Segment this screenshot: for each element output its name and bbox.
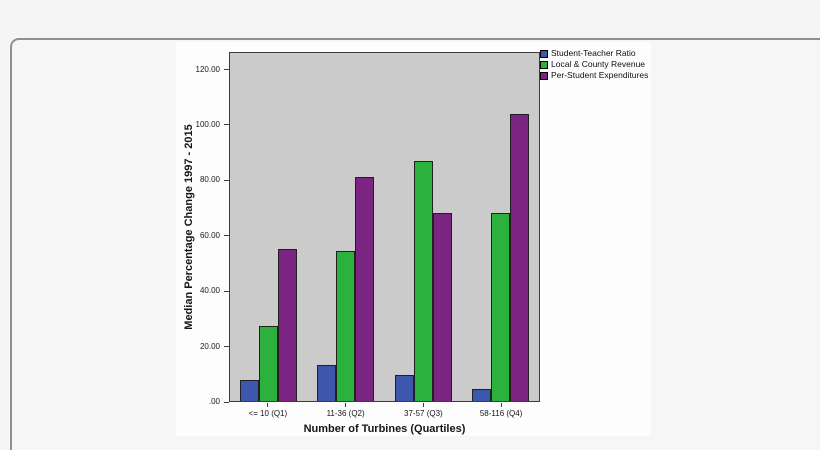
y-tick-label: 60.00 — [199, 230, 220, 240]
legend-swatch — [540, 60, 548, 69]
plot-area — [229, 52, 540, 402]
x-tick-cell — [307, 403, 385, 407]
bar-local-county-revenue — [413, 161, 433, 401]
x-tick-label: <= 10 (Q1) — [248, 409, 288, 418]
bar-student-teacher-ratio — [394, 375, 414, 401]
bar-group — [385, 53, 462, 401]
bar-per-student-expenditures — [509, 114, 529, 401]
bar-student-teacher-ratio — [471, 389, 491, 401]
x-tick-cell — [462, 403, 540, 407]
bar-group — [462, 53, 539, 401]
x-tick-mark — [267, 403, 269, 407]
x-tick-mark — [345, 403, 347, 407]
bar-local-county-revenue — [259, 326, 279, 401]
y-tick-mark — [224, 69, 229, 70]
x-tick-mark — [422, 403, 424, 407]
bar-per-student-expenditures — [355, 177, 375, 401]
legend-swatch — [540, 49, 548, 58]
y-tick-mark — [224, 346, 229, 348]
y-tick-label: 120.00 — [195, 64, 220, 74]
x-tick-label: 37-57 (Q3) — [404, 409, 443, 418]
legend-swatch — [540, 71, 548, 80]
bar-student-teacher-ratio — [240, 380, 260, 401]
legend-label: Student-Teacher Ratio — [551, 48, 636, 58]
legend-label: Per-Student Expenditures — [551, 70, 649, 80]
y-tick-mark — [224, 179, 229, 181]
legend-label: Local & County Revenue — [551, 59, 646, 69]
y-tick-mark — [224, 401, 229, 403]
x-axis-ticks — [229, 403, 540, 407]
x-tick-mark — [500, 403, 502, 407]
y-tick-mark — [224, 235, 229, 237]
x-tick-label: 11-36 (Q2) — [326, 409, 365, 418]
chart-legend: Student-Teacher Ratio Local & County Reve… — [540, 48, 648, 81]
legend-item: Local & County Revenue — [540, 59, 648, 70]
bar-local-county-revenue — [336, 251, 356, 401]
x-axis-tick-labels: <= 10 (Q1) 11-36 (Q2) 37-57 (Q3) 58-116 (Q4… — [229, 409, 540, 419]
y-tick-mark — [224, 290, 229, 292]
x-tick-cell — [385, 403, 463, 407]
bar-per-student-expenditures — [278, 249, 298, 401]
y-tick-label: 40.00 — [199, 286, 220, 296]
legend-item: Per-Student Expenditures — [540, 70, 648, 81]
x-tick-label: 58-116 (Q4) — [479, 409, 523, 418]
bar-local-county-revenue — [490, 213, 510, 401]
chart-card: Median Percentage Change 1997 - 2015 .00… — [176, 42, 651, 436]
y-axis: .00 20.00 40.00 60.00 80.00 100.00 120.00 — [176, 52, 229, 406]
y-tick-label: 80.00 — [199, 175, 220, 185]
legend-item: Student-Teacher Ratio — [540, 48, 648, 59]
y-tick-mark — [224, 124, 229, 126]
bar-student-teacher-ratio — [317, 365, 337, 401]
x-axis-title: Number of Turbines (Quartiles) — [303, 423, 466, 435]
y-tick-label: .00 — [208, 397, 220, 406]
bar-per-student-expenditures — [432, 213, 452, 401]
x-tick-cell — [229, 403, 307, 407]
bar-group — [230, 53, 307, 401]
y-tick-label: 100.00 — [195, 119, 220, 129]
bar-group — [307, 53, 384, 401]
y-tick-label: 20.00 — [199, 341, 220, 351]
